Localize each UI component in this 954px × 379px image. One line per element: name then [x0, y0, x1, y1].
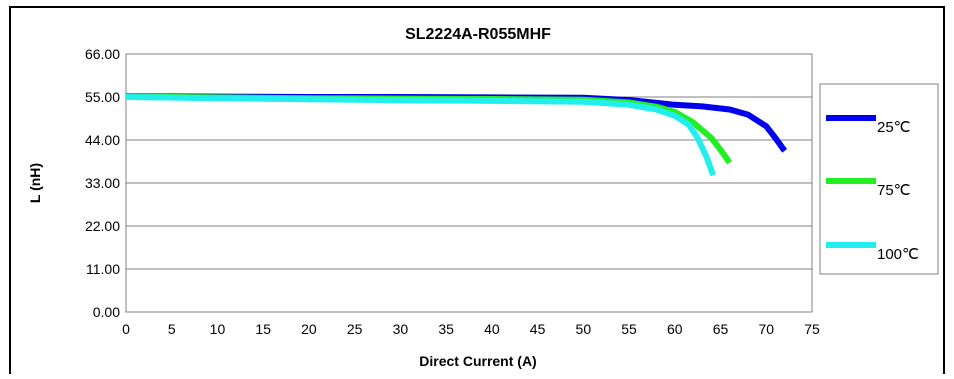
x-tick-label: 50	[576, 321, 592, 337]
y-tick-label: 66.00	[85, 46, 120, 62]
x-tick-label: 40	[484, 321, 500, 337]
y-tick-label: 44.00	[85, 132, 120, 148]
x-axis-ticks: 0 5 10 15 20 25 30 35 40 45 50 55 60 65 70 75	[122, 321, 820, 337]
series-line-3	[125, 94, 717, 177]
x-tick-label: 55	[621, 321, 637, 337]
y-tick-label: 22.00	[85, 218, 120, 234]
x-tick-label: 20	[301, 321, 317, 337]
x-tick-label: 65	[713, 321, 729, 337]
y-tick-label: 33.00	[85, 175, 120, 191]
legend-label-3: 100℃	[877, 246, 919, 263]
y-axis-ticks: 0.00 11.00 22.00 33.00 44.00 55.00 66.00	[85, 46, 120, 320]
y-tick-label: 55.00	[85, 89, 120, 105]
x-tick-label: 60	[667, 321, 683, 337]
x-tick-label: 0	[122, 321, 130, 337]
y-axis-label: L (nH)	[27, 163, 43, 203]
series-lines	[125, 93, 788, 177]
x-tick-label: 70	[758, 321, 774, 337]
x-axis-label: Direct Current (A)	[419, 353, 536, 369]
legend-label-2: 75℃	[877, 182, 911, 199]
x-tick-label: 5	[168, 321, 176, 337]
x-tick-label: 35	[438, 321, 454, 337]
x-tick-label: 10	[210, 321, 226, 337]
y-tick-label: 11.00	[86, 261, 120, 277]
legend: 25℃ 75℃ 100℃	[826, 115, 919, 263]
x-tick-label: 15	[255, 321, 271, 337]
chart-title: SL2224A-R055MHF	[405, 26, 551, 43]
legend-label-1: 25℃	[877, 119, 911, 136]
y-tick-label: 0.00	[93, 304, 120, 320]
x-tick-label: 25	[347, 321, 363, 337]
x-tick-label: 75	[804, 321, 820, 337]
x-tick-label: 30	[393, 321, 409, 337]
x-tick-label: 45	[530, 321, 546, 337]
